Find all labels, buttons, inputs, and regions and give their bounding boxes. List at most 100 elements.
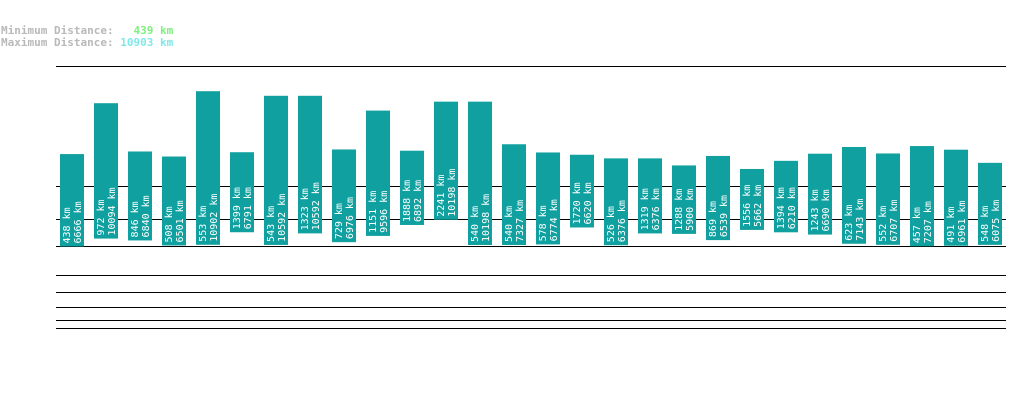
range-bar [978, 162, 1002, 245]
range-bar-group: 578 km 6774 km [536, 152, 560, 245]
range-bar-group: 540 km 7327 km [502, 144, 526, 245]
range-bar-group: 1394 km 6210 km [774, 160, 798, 233]
range-bar [570, 154, 594, 228]
max-distance-label: 6774 km [549, 199, 560, 241]
range-bar-group: 438 km 6666 km [60, 154, 84, 247]
max-distance-label: 6539 km [719, 195, 730, 237]
min-distance-label: 526 km [606, 206, 617, 242]
min-distance-label: 2241 km [436, 175, 447, 217]
max-distance-label: 7143 km [855, 199, 866, 241]
max-distance-label: 6376 km [651, 188, 662, 230]
range-bar-group: 972 km 10094 km [94, 103, 118, 239]
range-bar-group: 846 km 6840 km [128, 151, 152, 241]
range-bar-group: 508 km 6501 km [162, 156, 186, 246]
max-distance-label: 6690 km [821, 189, 832, 231]
min-distance-label: 1288 km [674, 189, 685, 231]
range-bar [230, 152, 254, 233]
gridlines [56, 66, 1006, 329]
min-distance-label: 846 km [130, 201, 141, 237]
max-distance-label: 10094 km [107, 187, 118, 235]
max-distance-label: 6501 km [175, 200, 186, 242]
range-bar [400, 150, 424, 225]
min-distance-label: 553 km [198, 206, 209, 242]
min-distance-label: 972 km [96, 199, 107, 235]
range-bar-group: 540 km 10198 km [468, 101, 492, 245]
max-distance-label: 10198 km [481, 194, 492, 242]
min-distance-label: 729 km [334, 203, 345, 239]
min-distance-label: 1323 km [300, 188, 311, 230]
range-bar [162, 156, 186, 246]
min-distance-label: 1399 km [232, 187, 243, 229]
legend-max-label: Maximum Distance: [1, 36, 114, 49]
range-bar-group: 548 km 6075 km [978, 162, 1002, 245]
max-distance-label: 10198 km [447, 169, 458, 217]
range-bar-group: 1319 km 6376 km [638, 158, 662, 234]
range-bar [298, 95, 322, 234]
max-distance-label: 6892 km [413, 180, 424, 222]
min-distance-label: 1319 km [640, 188, 651, 230]
max-distance-label: 6620 km [583, 182, 594, 224]
min-distance-label: 491 km [946, 207, 957, 243]
range-bar [332, 149, 356, 243]
max-distance-label: 6976 km [345, 197, 356, 239]
legend-min-label: Minimum Distance: [1, 24, 114, 37]
min-distance-label: 540 km [470, 206, 481, 242]
range-bar [94, 103, 118, 239]
range-bar-group: 1151 km 9596 km [366, 110, 390, 236]
max-distance-label: 5662 km [753, 185, 764, 227]
max-distance-label: 7327 km [515, 200, 526, 242]
max-distance-label: 6210 km [787, 187, 798, 229]
range-bar [842, 146, 866, 244]
min-distance-label: 623 km [844, 205, 855, 241]
bars: 438 km 6666 km 972 km 10094 km 846 km 6840 km… [60, 91, 1002, 247]
range-bar-group: 1288 km 5900 km [672, 165, 696, 234]
range-bar [638, 158, 662, 234]
range-bar-group: 2241 km 10198 km [434, 101, 458, 220]
max-distance-label: 9596 km [379, 191, 390, 233]
range-bar [366, 110, 390, 236]
min-distance-label: 543 km [266, 206, 277, 242]
min-distance-label: 548 km [980, 206, 991, 242]
min-distance-label: 1151 km [368, 191, 379, 233]
range-bar [468, 101, 492, 245]
min-distance-label: 1394 km [776, 187, 787, 229]
max-distance-label: 6666 km [73, 201, 84, 243]
max-distance-label: 6075 km [991, 200, 1002, 242]
range-bar [910, 146, 934, 247]
range-bar-group: 1720 km 6620 km [570, 154, 594, 228]
min-distance-label: 869 km [708, 201, 719, 237]
range-bar-group: 1399 km 6791 km [230, 152, 254, 233]
max-distance-label: 6840 km [141, 195, 152, 237]
range-bar [502, 144, 526, 245]
range-bar-group: 623 km 7143 km [842, 146, 866, 244]
min-distance-label: 540 km [504, 206, 515, 242]
range-bar [536, 152, 560, 245]
max-distance-label: 5900 km [685, 189, 696, 231]
min-distance-label: 438 km [62, 207, 73, 243]
max-distance-label: 6707 km [889, 200, 900, 242]
range-bar [604, 158, 628, 246]
range-bar-group: 1888 km 6892 km [400, 150, 424, 225]
range-bar [672, 165, 696, 234]
range-bar [434, 101, 458, 220]
chart-legend: Minimum Distance: 439 km Maximum Distanc… [1, 25, 173, 49]
range-bar [60, 154, 84, 247]
range-bar [944, 149, 968, 246]
range-bar-group: 457 km 7207 km [910, 146, 934, 247]
min-distance-label: 1556 km [742, 185, 753, 227]
range-bar [128, 151, 152, 241]
min-distance-label: 552 km [878, 206, 889, 242]
max-distance-label: 6791 km [243, 187, 254, 229]
min-distance-label: 1243 km [810, 189, 821, 231]
range-bar-group: 1323 km 10592 km [298, 95, 322, 234]
range-bar [774, 160, 798, 233]
range-bar-group: 543 km 10592 km [264, 95, 288, 245]
range-bar-group: 491 km 6961 km [944, 149, 968, 246]
range-bar [264, 95, 288, 245]
min-distance-label: 508 km [164, 206, 175, 242]
range-bar [740, 168, 764, 230]
min-distance-label: 1720 km [572, 182, 583, 224]
max-distance-label: 7207 km [923, 201, 934, 243]
min-distance-label: 1888 km [402, 180, 413, 222]
range-bar-group: 552 km 6707 km [876, 153, 900, 245]
